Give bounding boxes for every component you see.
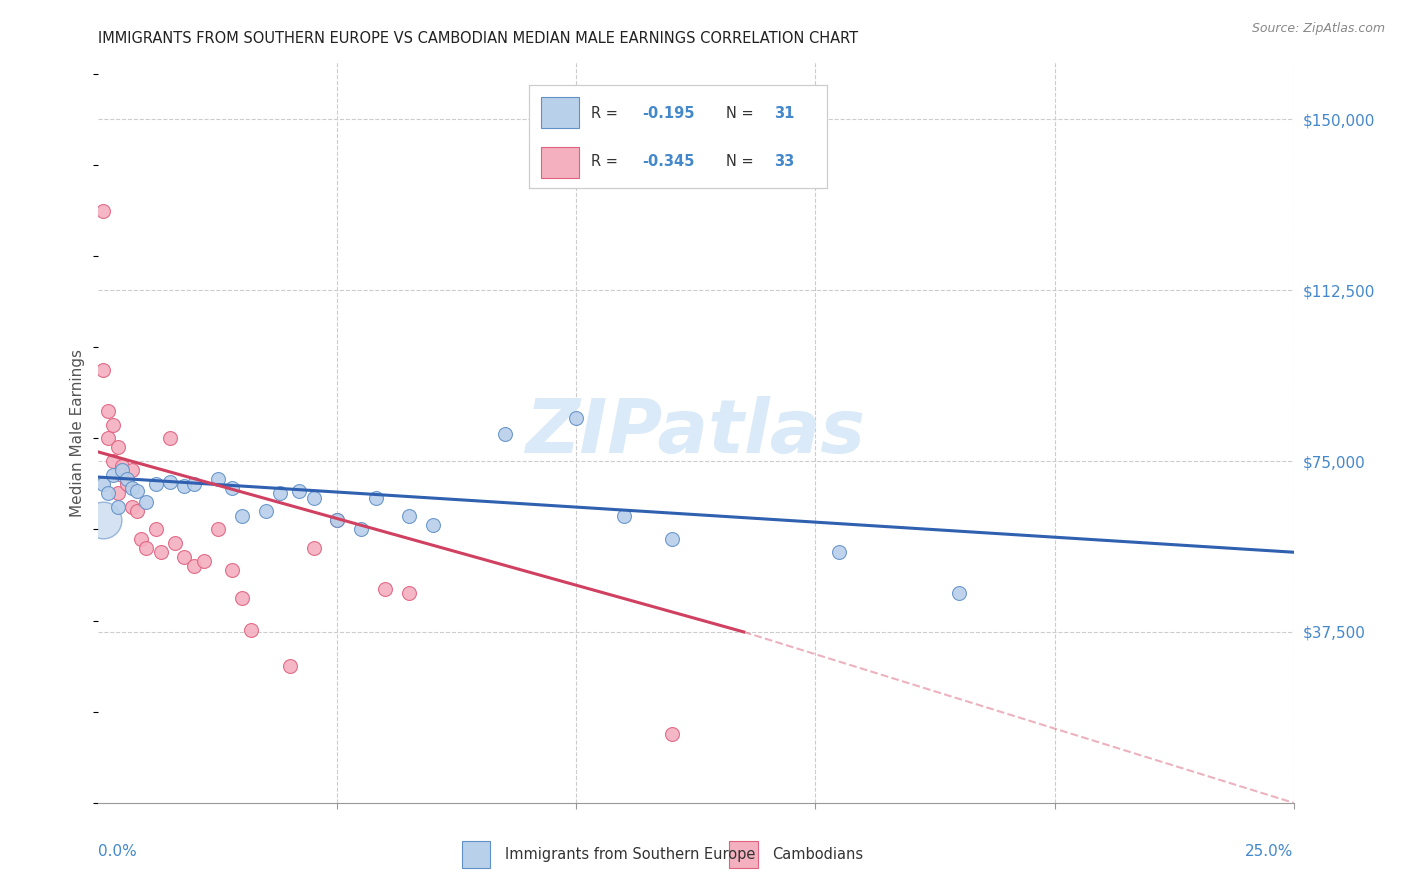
- Point: [254, 504, 277, 518]
- Point: [135, 495, 157, 509]
- Point: [240, 623, 263, 637]
- Point: [91, 513, 114, 527]
- Point: [494, 426, 516, 441]
- Text: 25.0%: 25.0%: [1246, 844, 1294, 858]
- Text: Source: ZipAtlas.com: Source: ZipAtlas.com: [1251, 22, 1385, 36]
- Point: [131, 532, 153, 546]
- Point: [163, 536, 186, 550]
- Point: [91, 363, 114, 377]
- Point: [231, 591, 253, 605]
- Point: [661, 727, 683, 741]
- Point: [135, 541, 157, 555]
- Point: [565, 410, 588, 425]
- Point: [364, 491, 387, 505]
- Point: [149, 545, 172, 559]
- Point: [121, 482, 143, 496]
- Point: [101, 417, 124, 432]
- Point: [302, 491, 325, 505]
- Point: [398, 508, 420, 523]
- Point: [221, 482, 243, 496]
- Point: [145, 476, 167, 491]
- Point: [115, 472, 138, 486]
- Point: [101, 454, 124, 468]
- Point: [948, 586, 970, 600]
- Point: [302, 541, 325, 555]
- Point: [111, 458, 134, 473]
- Point: [278, 659, 301, 673]
- Point: [115, 476, 138, 491]
- Point: [374, 582, 396, 596]
- Point: [125, 483, 148, 498]
- Point: [193, 554, 215, 568]
- Point: [91, 203, 114, 218]
- Point: [97, 431, 120, 445]
- Point: [350, 523, 373, 537]
- Point: [111, 463, 134, 477]
- Point: [97, 404, 120, 418]
- Point: [111, 467, 134, 482]
- Point: [613, 508, 636, 523]
- Point: [828, 545, 851, 559]
- Point: [107, 486, 129, 500]
- Point: [207, 523, 229, 537]
- Text: ZIPatlas: ZIPatlas: [526, 396, 866, 469]
- Point: [107, 500, 129, 514]
- Point: [269, 486, 291, 500]
- Point: [326, 513, 349, 527]
- Point: [107, 441, 129, 455]
- Point: [91, 476, 114, 491]
- Y-axis label: Median Male Earnings: Median Male Earnings: [70, 349, 86, 516]
- Point: [288, 483, 311, 498]
- Point: [173, 479, 195, 493]
- Point: [125, 504, 148, 518]
- Point: [183, 476, 205, 491]
- Point: [145, 523, 167, 537]
- Text: IMMIGRANTS FROM SOUTHERN EUROPE VS CAMBODIAN MEDIAN MALE EARNINGS CORRELATION CH: IMMIGRANTS FROM SOUTHERN EUROPE VS CAMBO…: [98, 31, 859, 46]
- Point: [101, 467, 124, 482]
- Point: [221, 564, 243, 578]
- Point: [326, 513, 349, 527]
- Point: [173, 549, 195, 564]
- Point: [159, 431, 181, 445]
- Point: [159, 475, 181, 489]
- Point: [231, 508, 253, 523]
- Point: [97, 486, 120, 500]
- Point: [398, 586, 420, 600]
- Point: [121, 463, 143, 477]
- Point: [661, 532, 683, 546]
- Point: [183, 558, 205, 573]
- Text: 0.0%: 0.0%: [98, 844, 138, 858]
- Point: [121, 500, 143, 514]
- Point: [422, 517, 444, 532]
- Point: [207, 472, 229, 486]
